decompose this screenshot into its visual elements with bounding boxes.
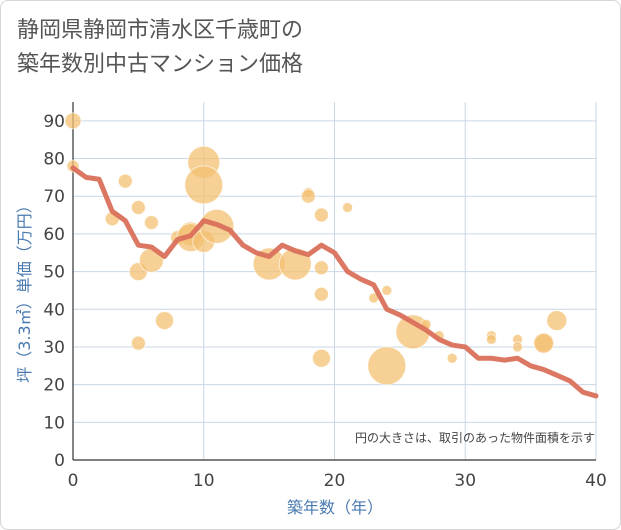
- bubble-point: [313, 286, 329, 302]
- chart-title-line-2: 築年数別中古マンション価格: [17, 52, 304, 77]
- x-tick-label: 20: [324, 471, 346, 491]
- y-axis-label: 坪（3.3㎡）単価（万円）: [15, 197, 34, 382]
- bubble-point: [367, 346, 407, 386]
- average-price-line: [70, 165, 599, 399]
- y-tick-label: 50: [43, 263, 65, 283]
- bubble-point: [311, 348, 331, 368]
- trend-series: [70, 165, 599, 399]
- bubble-point: [546, 310, 568, 332]
- bubble-point: [278, 247, 312, 281]
- y-tick-label: 90: [43, 112, 65, 132]
- bubble-point: [342, 202, 354, 214]
- y-tick-label: 60: [43, 225, 65, 245]
- bubble-point: [485, 333, 497, 345]
- y-tick-label: 80: [43, 150, 65, 170]
- y-tick-label: 10: [43, 413, 65, 433]
- bubble-point: [512, 341, 524, 353]
- y-tick-label: 40: [43, 300, 65, 320]
- bubble-point: [64, 112, 82, 130]
- x-axis-label: 築年数（年）: [287, 498, 383, 517]
- x-tick-label: 0: [68, 471, 79, 491]
- bubble-point: [446, 352, 458, 364]
- bubble-point: [313, 260, 329, 276]
- bubble-point: [533, 332, 555, 354]
- bubble-point: [381, 284, 393, 296]
- chart-title: 静岡県静岡市清水区千歳町の 築年数別中古マンション価格: [17, 14, 303, 82]
- x-tick-label: 10: [193, 471, 215, 491]
- y-tick-label: 30: [43, 338, 65, 358]
- size-note: 円の大きさは、取引のあった物件面積を示す: [355, 430, 595, 445]
- bubble-point: [130, 200, 146, 216]
- bubble-point: [313, 207, 329, 223]
- bubble-point: [117, 173, 133, 189]
- bubble-point: [130, 335, 146, 351]
- x-tick-label: 30: [454, 471, 476, 491]
- y-tick-label: 0: [54, 451, 65, 471]
- x-tick-label: 40: [585, 471, 607, 491]
- bubble-point: [184, 165, 224, 205]
- y-tick-label: 70: [43, 187, 65, 207]
- y-tick-label: 20: [43, 376, 65, 396]
- chart-title-line-1: 静岡県静岡市清水区千歳町の: [17, 18, 304, 43]
- tick-labels: 0 10 20 30 40 0 10 20 30 40 50 60 70 80 90: [43, 112, 606, 491]
- bubble-point: [300, 188, 316, 204]
- bubble-point: [155, 311, 175, 331]
- grid: [72, 102, 597, 461]
- bubble-point: [143, 215, 159, 231]
